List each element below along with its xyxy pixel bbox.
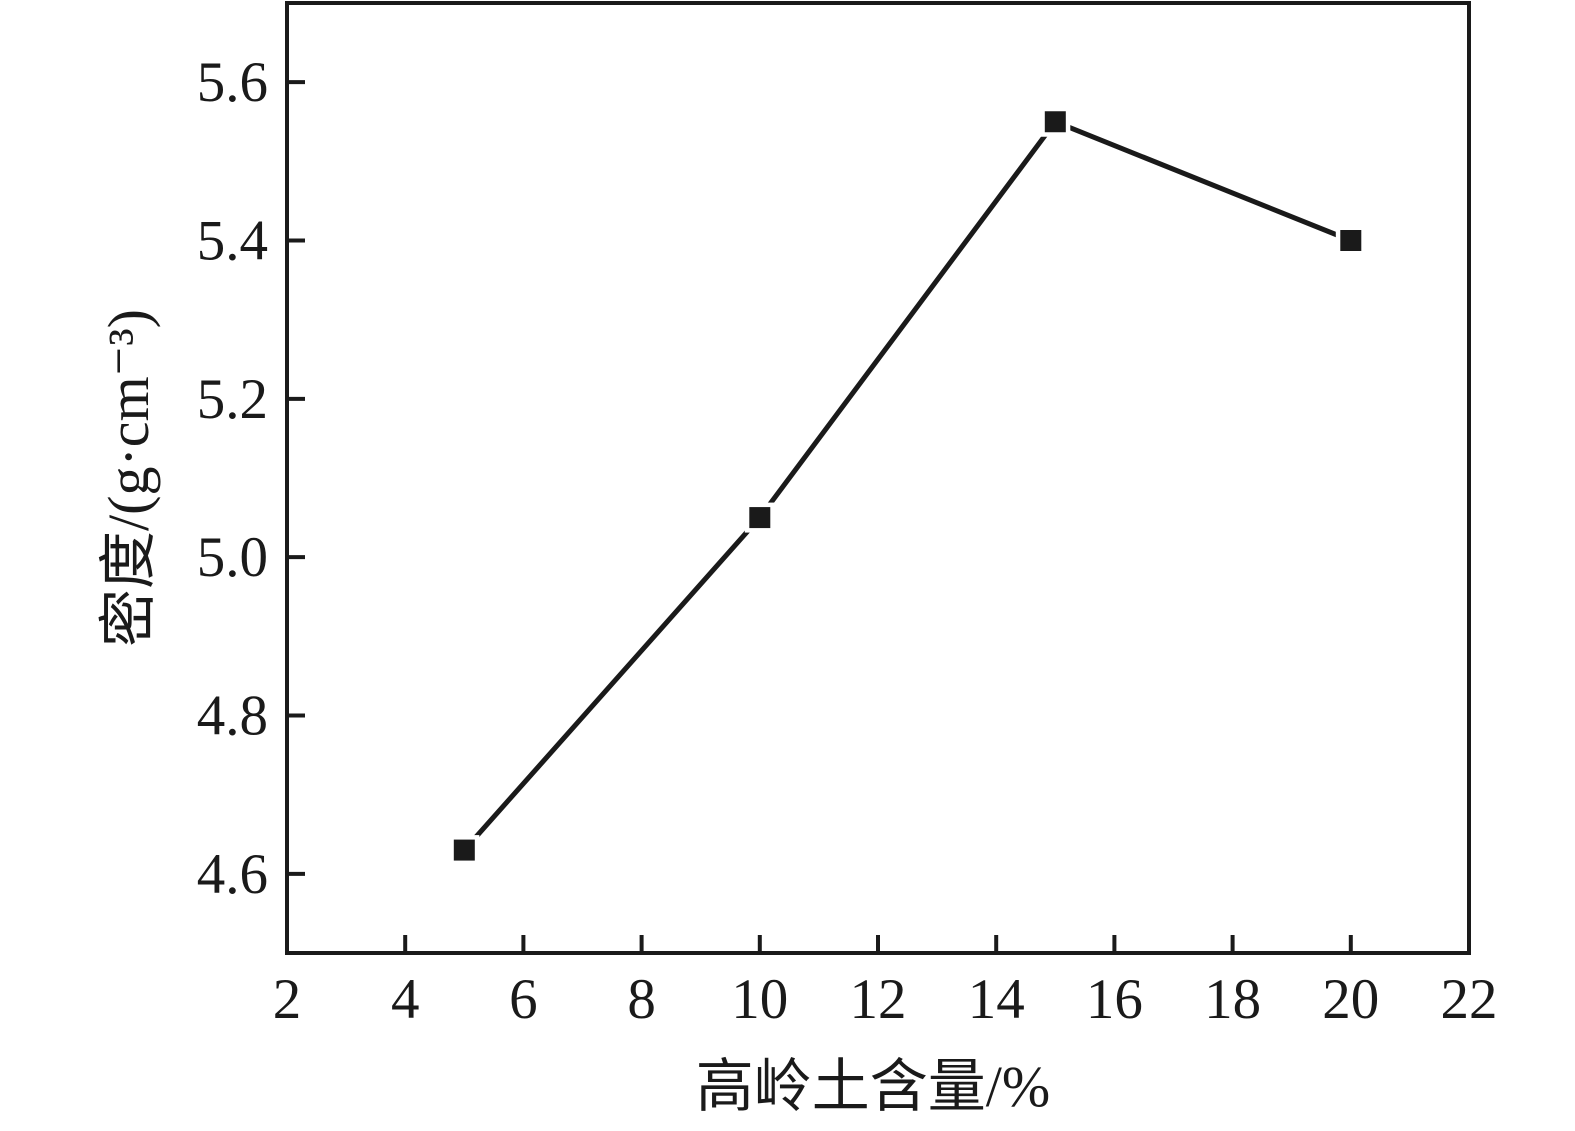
data-line xyxy=(462,118,1352,852)
y-tick-label: 5.0 xyxy=(197,526,268,589)
x-tick-label: 14 xyxy=(968,968,1025,1031)
y-tick-label: 5.6 xyxy=(197,51,268,114)
x-tick-label: 4 xyxy=(391,968,420,1031)
plot-border xyxy=(285,1,1471,955)
plot-area: 2 4 6 8 10 12 14 16 18 20 22 4.6 4.8 5.0 5.2 5.4 5.6 xyxy=(197,1,1498,1031)
y-axis-title: 密度/(g·cm⁻³) xyxy=(96,309,161,647)
x-tick-label: 16 xyxy=(1086,968,1143,1031)
x-tick-label: 22 xyxy=(1441,968,1498,1031)
x-tick-label: 20 xyxy=(1322,968,1379,1031)
y-tick-label: 5.2 xyxy=(197,368,268,431)
y-tick-label: 5.4 xyxy=(197,210,268,273)
data-point-marker xyxy=(1340,230,1362,251)
x-tick-label: 18 xyxy=(1204,968,1261,1031)
data-point-marker xyxy=(749,507,771,529)
y-tick-label: 4.8 xyxy=(197,685,268,748)
data-point-marker xyxy=(1044,111,1066,133)
x-tick-label: 10 xyxy=(731,968,788,1031)
x-tick-label: 12 xyxy=(850,968,907,1031)
x-tick-label: 2 xyxy=(273,968,302,1031)
y-tick-label: 4.6 xyxy=(197,843,268,906)
x-axis-title: 高岭土含量/% xyxy=(696,1054,1050,1119)
data-point-marker xyxy=(453,839,475,861)
x-tick-label: 8 xyxy=(627,968,656,1031)
x-tick-label: 6 xyxy=(509,968,538,1031)
